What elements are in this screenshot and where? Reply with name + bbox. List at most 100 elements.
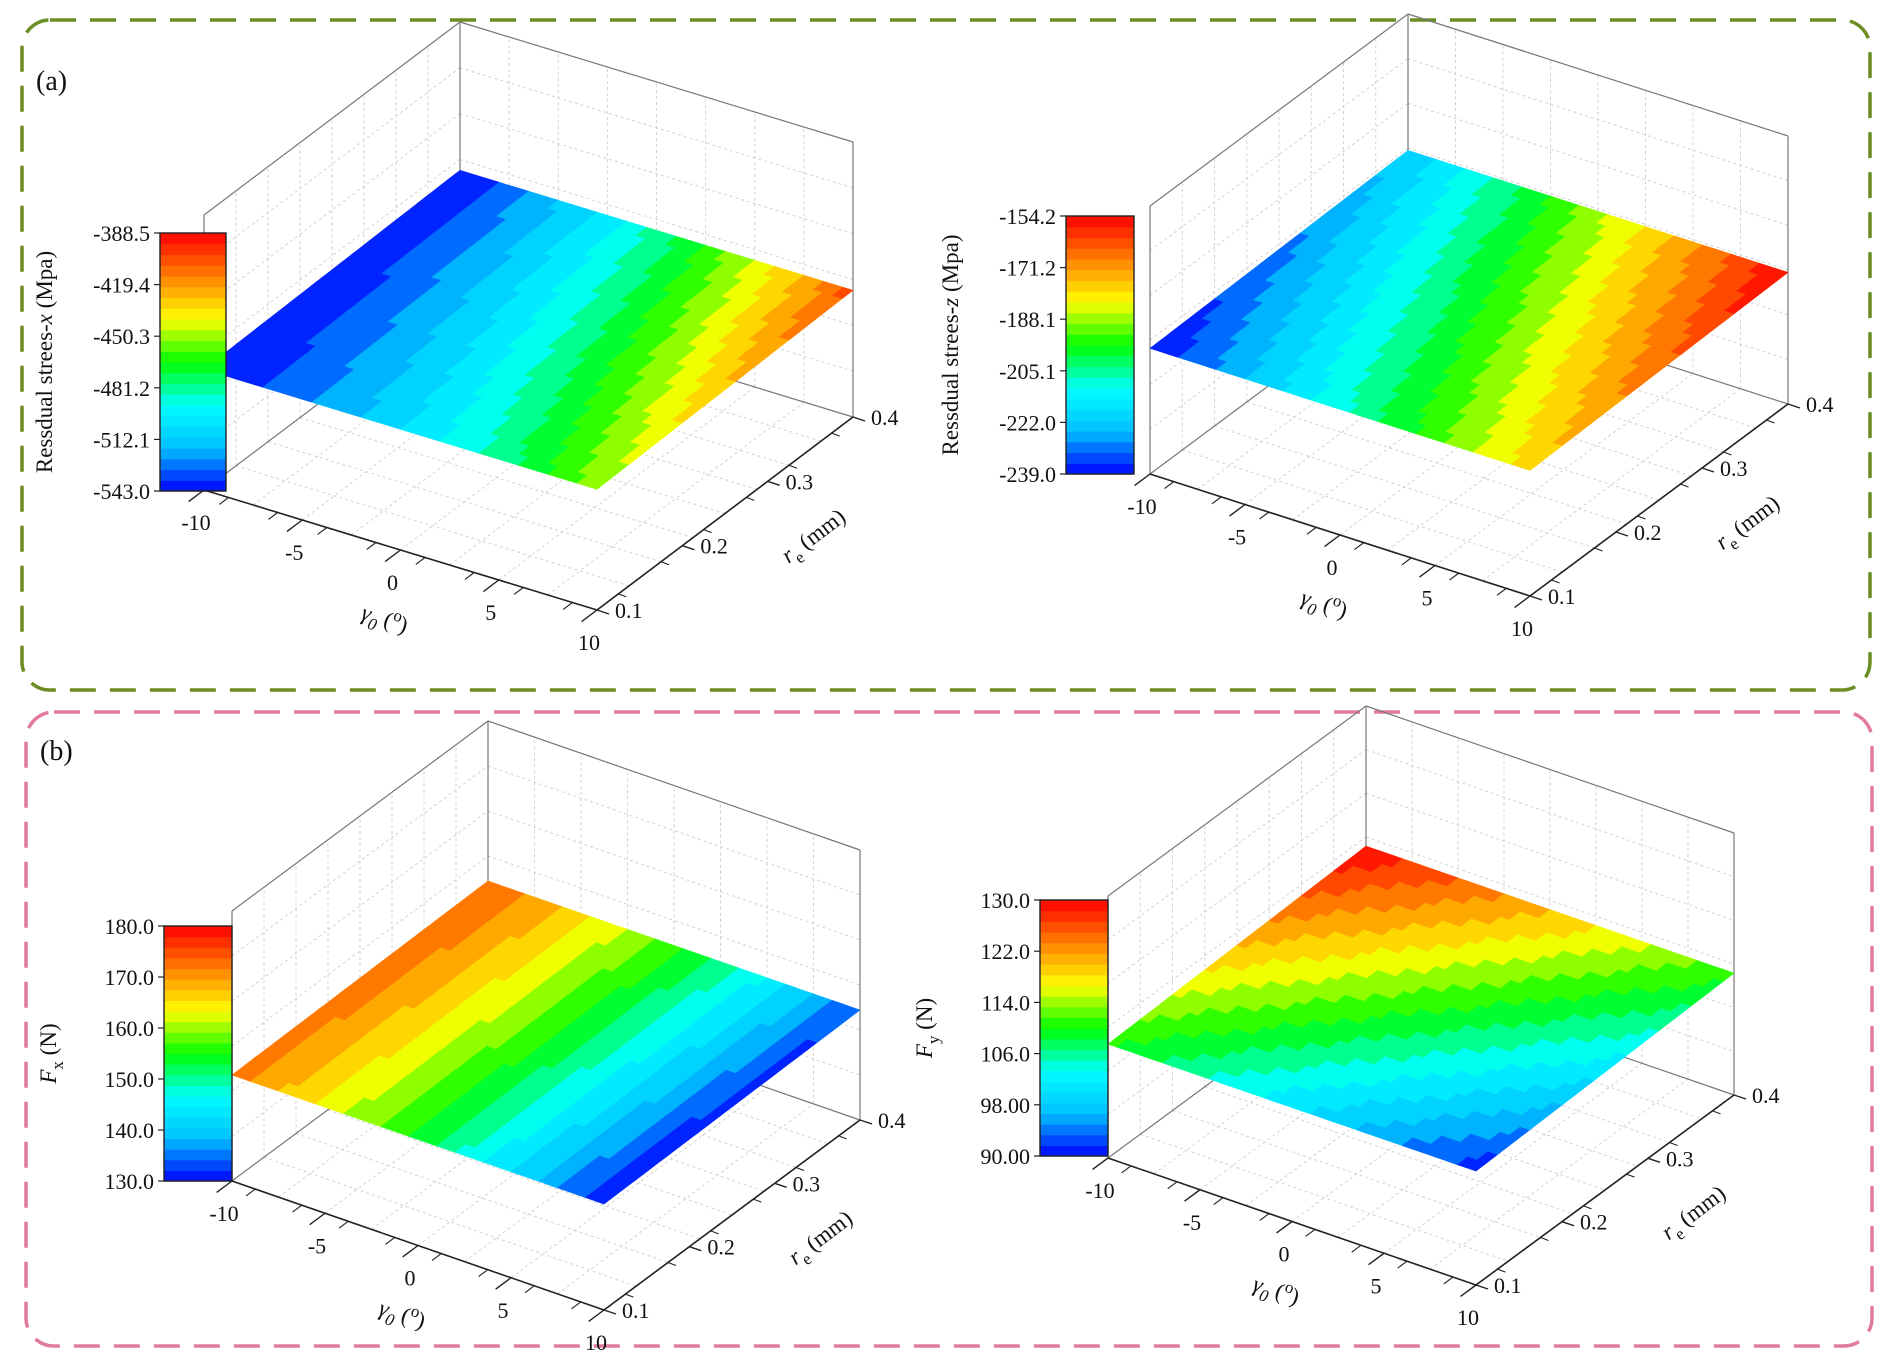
colorbar-tick-label: -171.2 [999,256,1056,281]
colorbar-band [1066,302,1134,314]
colorbar-band [164,1159,232,1171]
chart-residual-stress-x: -10 -5 0 5 10 γ0 (o) 0.1 0.2 0.3 0.4 re (mm) -543.0… [32,21,899,655]
colorbar-tick-label: -450.3 [93,324,150,349]
colorbar-band [1066,441,1134,454]
colorbar-band [1066,216,1134,228]
y-tick [682,545,695,551]
chart-residual-stress-z: -10 -5 0 5 10 γ0 (o) 0.1 0.2 0.3 0.4 re (mm) -239.0… [938,13,1834,641]
colorbar-band [160,265,226,277]
colorbar-band [1066,334,1134,346]
grid-line [1407,58,1789,182]
x-tick-label: 0 [1279,1242,1290,1267]
axis-box-edge [1107,705,1367,897]
colorbar-band [160,254,226,266]
x-tick-label: -5 [285,540,303,565]
x-tick [286,519,303,533]
colorbar-band [1066,248,1134,260]
y-tick-label: 0.2 [1580,1210,1608,1235]
grid-line [231,765,489,957]
x-tick [1514,595,1531,609]
x-tick [1419,564,1436,578]
x-minor-tick [1259,1213,1270,1221]
grid-line [557,1103,814,1295]
colorbar-band [1040,1060,1108,1072]
grid-line [459,67,854,189]
axis-box-edge [1407,13,1789,137]
x-minor-tick [1397,1260,1408,1269]
x-minor-tick [1259,511,1270,520]
colorbar-band [164,1170,232,1182]
x-tick-label: 10 [585,1330,607,1355]
x-minor-tick [1443,1276,1454,1285]
colorbar-band [1066,431,1134,443]
y-minor-tick [1551,579,1560,584]
colorbar-band [1040,1124,1108,1136]
y-minor-tick [1497,1268,1506,1273]
x-minor-tick [1449,572,1460,581]
colorbar-band [1040,932,1108,944]
z-axis-title: Ressdual strees-z (Mpa) [938,234,963,455]
colorbar-band [1066,291,1134,303]
colorbar-tick-label: 170.0 [105,965,155,990]
y-tick [603,1309,617,1315]
y-minor-tick [838,1135,847,1140]
y-tick-label: 0.1 [615,598,643,623]
grid-line [459,159,854,280]
grid-line [1365,792,1735,921]
colorbar-band [160,372,226,385]
y-tick-label: 0.4 [1806,392,1834,417]
colorbar-band [1040,996,1108,1008]
x-tick-label: 10 [578,630,600,655]
y-minor-tick [1626,1173,1635,1178]
panel-b-border [24,710,1874,1348]
colorbar-band [1040,1145,1108,1157]
x-minor-tick [1167,1181,1178,1190]
colorbar-band [160,233,226,245]
x-minor-tick [415,557,426,565]
x-tick [188,489,205,503]
colorbar-band [160,415,226,428]
x-tick-label: 0 [387,570,398,595]
y-minor-tick [1583,1205,1592,1210]
colorbar-band [1040,1070,1108,1082]
x-minor-tick [1354,542,1365,550]
colorbar-band [1040,1081,1108,1093]
y-tick [1647,1157,1661,1163]
y-axis-line [1529,403,1789,597]
x-axis-title: γ0 (o) [374,1291,430,1339]
x-minor-tick [366,542,377,550]
x-minor-tick [245,1188,256,1197]
y-tick [774,1182,787,1188]
grid-line [1407,147,1789,271]
y-minor-tick [667,1261,677,1267]
axis-box-edge [1149,13,1409,207]
colorbar-band [164,1106,232,1118]
panel-a-label: (a) [36,66,67,97]
colorbar-tick-label: 180.0 [105,914,155,939]
colorbar-band [160,458,226,471]
y-tick [1475,1284,1489,1290]
colorbar-band [1066,377,1134,389]
colorbar-band [1066,237,1134,249]
colorbar-band [1066,388,1134,400]
x-minor-tick [1211,496,1222,505]
surface-cell [1713,969,1735,982]
y-minor-tick [660,561,670,566]
x-minor-tick [1213,1197,1224,1205]
colorbar-band [1066,398,1134,411]
colorbar-band [164,979,232,991]
y-tick-label: 0.2 [700,534,728,559]
axis-box-edge [231,720,489,912]
colorbar-tick-label: -388.5 [93,221,150,246]
x-tick-label: -5 [308,1233,326,1258]
x-tick-label: 5 [1422,586,1433,611]
y-minor-tick [703,529,712,534]
colorbar-tick-label: 90.00 [981,1144,1031,1169]
colorbar-band [160,469,226,481]
colorbar-band [160,297,226,309]
colorbar-band [164,936,232,948]
x-minor-tick [524,1285,535,1294]
y-tick [767,480,780,486]
axis-box-edge [1365,705,1735,834]
colorbar-frame [163,925,233,1182]
